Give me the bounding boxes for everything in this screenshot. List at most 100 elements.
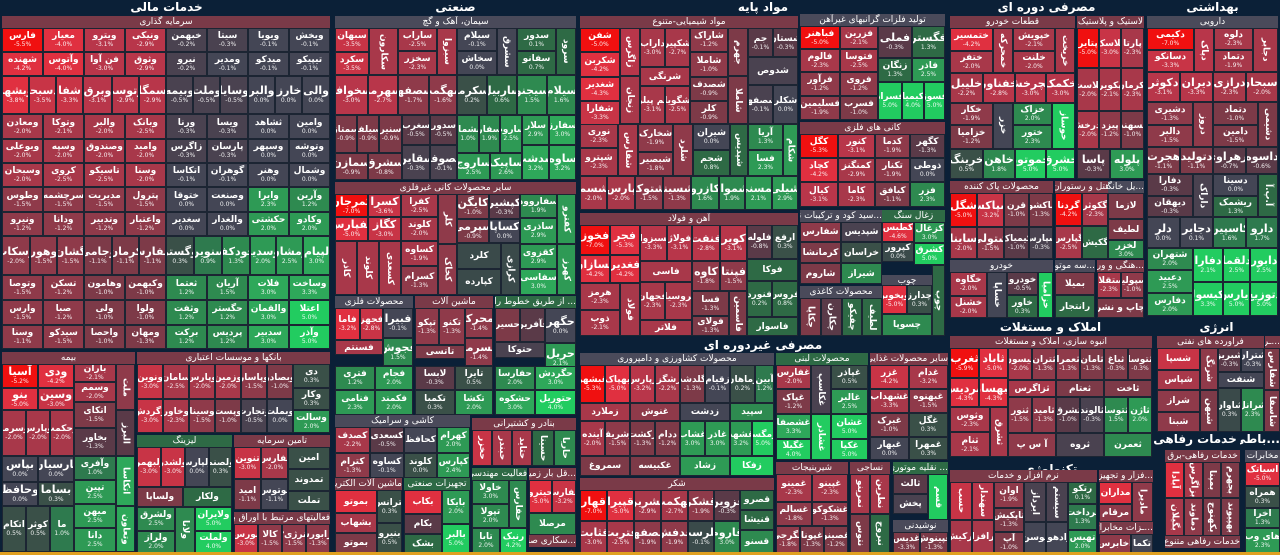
stock-tile[interactable]: شاملا -1.0% — [690, 52, 728, 77]
stock-tile[interactable]: اتکاسا -0.1% — [166, 163, 207, 187]
stock-tile[interactable]: حبندر — [492, 430, 512, 466]
industry-group-header[interactable]: چوب — [882, 275, 932, 285]
stock-tile[interactable]: سهگمت-1.6% — [429, 75, 457, 115]
stock-tile[interactable]: غمینو -2.3% — [776, 474, 812, 502]
stock-tile[interactable]: تاپکیش -1.3% — [994, 508, 1024, 532]
industry-group-header[interactable]: خدمات رفاهی-برق — [1165, 450, 1240, 462]
stock-tile[interactable]: ولی -1.0% — [84, 300, 125, 325]
stock-tile[interactable]: کاما -2.3% — [838, 182, 875, 207]
stock-tile[interactable]: خلنت -2.0% — [1013, 51, 1055, 73]
stock-tile[interactable]: زشریف-1.5% — [605, 421, 630, 456]
stock-tile[interactable]: سفاروود 1.9% — [520, 194, 557, 218]
stock-tile[interactable]: فنامی 2.3% — [335, 390, 375, 415]
industry-group-header[interactable]: ...قل بار زمینی — [529, 468, 576, 480]
stock-tile[interactable]: واحصا -1.0% — [84, 325, 125, 349]
stock-tile[interactable]: غکپا 5.0% — [831, 439, 868, 460]
stock-tile[interactable]: سدور -0.5% — [430, 115, 457, 145]
stock-tile[interactable]: ثتران -1.3% — [1032, 348, 1056, 380]
stock-tile[interactable]: سشمال1.0% — [457, 115, 479, 153]
stock-tile[interactable]: ثتوسا 1.5% — [1104, 397, 1128, 433]
stock-tile[interactable]: شگل -5.0% — [950, 193, 977, 227]
stock-tile[interactable]: بمپنا — [1203, 462, 1221, 498]
stock-tile[interactable]: ولشدر-3.0% — [161, 447, 185, 487]
stock-tile[interactable]: شبریز-0.3% — [1218, 348, 1241, 372]
industry-group-header[interactable]: خدمات رفاهی متنوع — [1165, 536, 1240, 548]
stock-tile[interactable]: فولای -1.3% — [692, 316, 729, 336]
stock-tile[interactable]: رافزا — [972, 520, 994, 553]
stock-tile[interactable]: غبهار 0.0% — [870, 437, 909, 460]
stock-tile[interactable]: غزر -4.2% — [870, 365, 909, 389]
stock-tile[interactable]: ونیکی -2.9% — [125, 28, 166, 52]
stock-tile[interactable]: گپارس -2.5% — [1055, 226, 1082, 259]
stock-tile[interactable]: قصرو — [740, 490, 774, 510]
stock-tile[interactable]: داراک — [1193, 174, 1213, 217]
stock-tile[interactable]: دلقما 2.5% — [1223, 248, 1250, 282]
stock-tile[interactable]: فروس0.8% — [772, 281, 798, 317]
stock-tile[interactable]: ونیرو -1.2% — [2, 212, 43, 236]
stock-tile[interactable]: وبیمه -0.5% — [166, 76, 193, 114]
stock-tile[interactable]: شسپا — [1157, 348, 1200, 370]
stock-tile[interactable]: ولصنم0.3% — [209, 447, 232, 487]
stock-tile[interactable]: داراب -3.0% — [640, 28, 665, 67]
stock-tile[interactable]: غپینو -2.3% — [812, 474, 848, 502]
stock-tile[interactable]: آبادا — [1165, 462, 1184, 498]
stock-tile[interactable]: فتوسا -2.5% — [840, 49, 878, 72]
stock-tile[interactable]: غدام -3.2% — [909, 365, 948, 389]
stock-tile[interactable]: مادیرا — [1132, 482, 1153, 522]
stock-tile[interactable]: وتوصا -1.5% — [2, 275, 43, 300]
stock-tile[interactable]: وآتوس -4.0% — [43, 52, 84, 76]
stock-tile[interactable]: زشاد — [680, 456, 730, 476]
stock-tile[interactable]: سیدکو -1.5% — [43, 325, 84, 349]
stock-tile[interactable]: کلرد — [457, 243, 501, 269]
stock-tile[interactable]: شجم 0.8% — [693, 150, 730, 176]
stock-tile[interactable]: تکنار -1.9% — [875, 158, 910, 182]
stock-tile[interactable]: غشکوکو -1.3% — [812, 502, 848, 526]
stock-tile[interactable]: ارفع 0.3% — [772, 225, 798, 259]
stock-tile[interactable]: ابرداز — [1024, 482, 1046, 522]
stock-tile[interactable]: خزاک 2.0% — [1013, 103, 1052, 125]
stock-tile[interactable]: تکشا 2.0% — [455, 390, 493, 415]
stock-tile[interactable]: ثشرق -1.0% — [1056, 397, 1080, 433]
stock-tile[interactable]: دماوند — [1184, 498, 1203, 536]
stock-tile[interactable]: نطرین — [870, 474, 890, 514]
stock-tile[interactable]: کقزوی 2.9% — [520, 244, 557, 269]
stock-tile[interactable]: گردنا -4.2% — [1055, 193, 1082, 226]
stock-tile[interactable]: تکما — [1131, 534, 1153, 553]
stock-tile[interactable]: ختفر -2.0% — [950, 51, 993, 73]
stock-tile[interactable]: جهرم — [728, 28, 748, 76]
stock-tile[interactable]: هجرت -1.1% — [1147, 147, 1180, 174]
stock-tile[interactable]: خشرق5.0% — [1046, 149, 1075, 179]
stock-tile[interactable]: امین — [288, 447, 330, 469]
stock-tile[interactable]: فسا 2.3% — [748, 150, 783, 176]
stock-tile[interactable]: شفن -5.0% — [580, 28, 620, 52]
stock-tile[interactable]: پارس -2.0% — [607, 176, 635, 210]
stock-tile[interactable]: غدیس -3.3% — [893, 532, 920, 553]
stock-tile[interactable]: دامین -1.5% — [1213, 125, 1258, 147]
stock-tile[interactable]: وهامون -1.0% — [84, 275, 125, 300]
stock-tile[interactable]: فسنتم — [335, 340, 383, 355]
stock-tile[interactable]: شیراز — [841, 263, 882, 284]
stock-tile[interactable]: وامین 0.0% — [289, 114, 330, 139]
stock-tile[interactable]: شکپیر -2.7% — [665, 28, 690, 67]
stock-tile[interactable]: فزر 2.3% — [910, 182, 945, 207]
stock-tile[interactable]: ثنام -2.1% — [950, 432, 990, 457]
industry-group-header[interactable]: محصولات پاک کننده — [950, 181, 1053, 193]
stock-tile[interactable]: فجوش1.5% — [383, 338, 413, 366]
stock-tile[interactable]: وبشهر-3.8% — [2, 76, 29, 114]
stock-tile[interactable]: اخابرس — [1099, 534, 1131, 553]
industry-group-header[interactable]: سرمایه گذاری — [2, 16, 330, 28]
stock-tile[interactable]: سنوین0.9% — [194, 236, 222, 275]
stock-tile[interactable]: شفارس — [618, 124, 638, 176]
stock-tile[interactable]: حیترو -5.0% — [529, 480, 552, 513]
stock-tile[interactable]: شفارس — [800, 222, 841, 242]
stock-tile[interactable]: سفانو 0.7% — [517, 51, 556, 75]
industry-group-header[interactable]: بیمه — [2, 352, 135, 364]
stock-tile[interactable]: کسرام -1.3% — [401, 266, 438, 295]
stock-tile[interactable]: وسین -3.0% — [38, 388, 74, 410]
stock-tile[interactable]: فملی -0.3% — [878, 26, 912, 58]
stock-tile[interactable]: حخزر — [472, 430, 492, 466]
industry-group-header[interactable]: ... از طریق خطوط راه آهن — [495, 296, 576, 308]
stock-tile[interactable]: درازی -2.3% — [1213, 72, 1246, 102]
stock-tile[interactable]: والی 0.0% — [302, 76, 330, 114]
stock-tile[interactable]: شغدیر -4.3% — [580, 77, 620, 101]
